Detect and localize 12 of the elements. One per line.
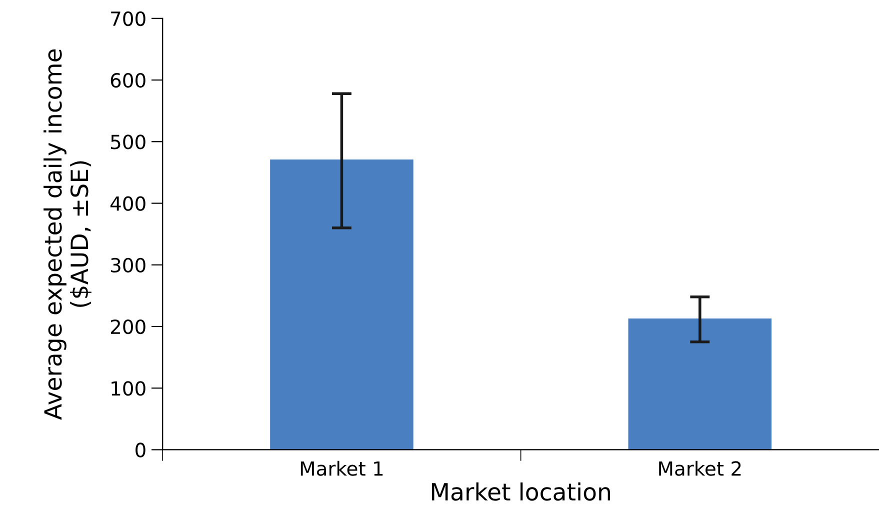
y-tick-label: 100: [112, 381, 146, 396]
y-tick-label: 700: [111, 11, 146, 26]
y-tick-label: 600: [110, 72, 146, 88]
x-tick-label: Market 2: [659, 460, 741, 476]
y-tick-label: 200: [110, 319, 146, 334]
y-tick-label: 0: [136, 442, 146, 458]
y-tick-label: 300: [111, 258, 146, 273]
x-axis-title: Market location: [432, 482, 610, 501]
y-axis-title: Average expected daily income ($AUD, ±SE): [44, 49, 92, 420]
y-tick-label: 400: [110, 196, 146, 211]
x-tick-label: Market 1: [300, 460, 383, 476]
y-tick-label: 500: [111, 134, 146, 150]
